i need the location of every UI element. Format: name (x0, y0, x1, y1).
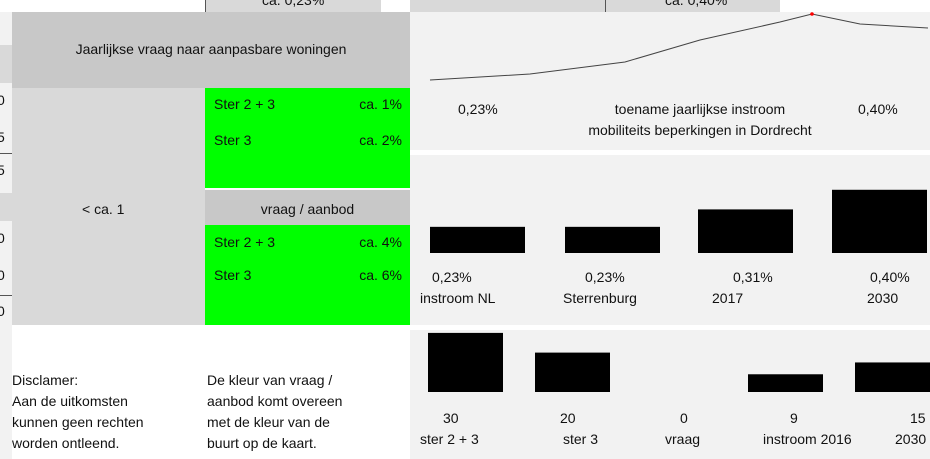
bar (535, 352, 610, 392)
bar-value-label: 9 (790, 410, 798, 426)
header-text: Jaarlijkse vraag naar aanpasbare woninge… (75, 41, 347, 57)
bar (832, 189, 927, 253)
trend-panel (410, 12, 930, 150)
bar (748, 374, 823, 392)
edge-cell (0, 45, 12, 83)
bar-value-label: 0,23% (432, 269, 472, 285)
edge-fragment: 5 (0, 129, 5, 145)
row-value: ca. 1% (359, 96, 402, 112)
top-cell (410, 0, 780, 12)
demand-text: < ca. 1 (82, 201, 125, 217)
row-label: Ster 2 + 3 (214, 234, 276, 250)
bar-category-label: ster 2 + 3 (420, 431, 479, 447)
trend-line-chart (429, 12, 929, 81)
note-line: buurt op de kaart. (207, 435, 317, 451)
edge-cell (0, 193, 12, 221)
row-label: Ster 3 (214, 267, 252, 283)
note-line: De kleur van vraag / (207, 372, 333, 388)
trend-caption: mobiliteits beperkingen in Dordrecht (588, 122, 812, 138)
disclaimer-line: kunnen geen rechten (12, 414, 144, 430)
row-label: Ster 2 + 3 (214, 96, 276, 112)
bar-category-label: instroom 2016 (763, 431, 852, 447)
bar-category-label: 2030 (895, 431, 927, 447)
edge-fragment: 0 (0, 267, 5, 283)
ratio-header: vraag / aanbod (260, 201, 355, 217)
edge-line (0, 295, 12, 296)
demand-cell (12, 88, 205, 325)
bar-value-label: 0 (680, 410, 688, 426)
bar (855, 362, 930, 392)
edge-fragment: 0 (0, 92, 5, 108)
trend-start: 0,23% (458, 101, 498, 117)
disclaimer-line: Disclamer: (12, 372, 79, 388)
trend-end: 0,40% (858, 101, 898, 117)
bar-value-label: 0,23% (585, 269, 625, 285)
edge-line (0, 153, 12, 154)
bar-value-label: 30 (443, 410, 459, 426)
bar-value-label: 0,40% (870, 269, 910, 285)
bar-value-label: 0,31% (733, 269, 773, 285)
top-fragment: ca. 0,40% (665, 0, 728, 8)
edge-column (0, 12, 12, 459)
trend-point (810, 12, 814, 16)
bar (698, 209, 793, 253)
bar (430, 226, 525, 253)
bar-value-label: 20 (560, 410, 576, 426)
bar-category-label: ster 3 (563, 431, 599, 447)
top-divider (605, 0, 606, 12)
note-line: aanbod komt overeen (207, 393, 343, 409)
row-label: Ster 3 (214, 132, 252, 148)
note-line: met de kleur van de (207, 414, 330, 430)
bar (428, 332, 503, 392)
bar-category-label: 2030 (867, 290, 899, 306)
bar-category-label: Sterrenburg (563, 290, 637, 306)
row-value: ca. 2% (359, 132, 402, 148)
row-value: ca. 6% (359, 267, 402, 283)
bar (565, 226, 660, 253)
bar-category-label: instroom NL (420, 290, 496, 306)
ratio-header-cell (205, 190, 410, 225)
bar-category-label: 2017 (712, 290, 744, 306)
bar-category-label: vraag (665, 431, 701, 447)
trend-line (429, 13, 929, 81)
row-value: ca. 4% (359, 234, 402, 250)
edge-fragment: 0 (0, 303, 5, 319)
supply-cell (205, 88, 410, 188)
bar-value-label: 15 (910, 410, 926, 426)
ratio-cell (205, 225, 410, 325)
trend-caption: toename jaarlijkse instroom (614, 101, 786, 117)
top-fragment: ca. 0,23% (262, 0, 325, 8)
disclaimer-line: worden ontleend. (12, 435, 120, 451)
edge-fragment: 5 (0, 162, 5, 178)
header-cell (12, 12, 410, 88)
edge-fragment: 0 (0, 230, 5, 246)
disclaimer-line: Aan de uitkomsten (12, 393, 128, 409)
